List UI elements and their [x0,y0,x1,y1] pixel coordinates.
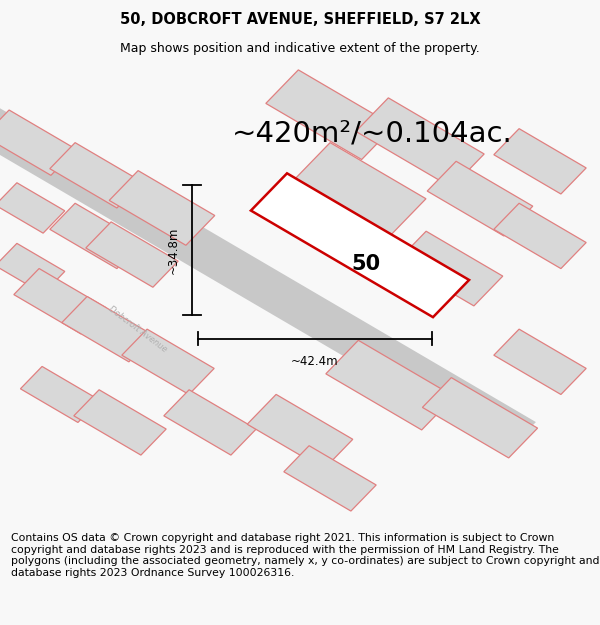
Polygon shape [397,231,503,306]
Polygon shape [494,329,586,394]
Polygon shape [326,340,454,430]
Polygon shape [14,269,106,334]
Polygon shape [422,378,538,458]
Polygon shape [247,394,353,469]
Text: ~42.4m: ~42.4m [291,355,339,368]
Polygon shape [294,142,426,236]
Text: ~420m²/~0.104ac.: ~420m²/~0.104ac. [232,119,512,148]
Text: 50, DOBCROFT AVENUE, SHEFFIELD, S7 2LX: 50, DOBCROFT AVENUE, SHEFFIELD, S7 2LX [119,12,481,27]
Polygon shape [50,142,142,208]
Polygon shape [494,129,586,194]
Polygon shape [266,70,394,159]
Text: 50: 50 [352,254,380,274]
Text: ~34.8m: ~34.8m [167,226,180,274]
Text: Map shows position and indicative extent of the property.: Map shows position and indicative extent… [120,42,480,55]
Polygon shape [74,390,166,455]
Polygon shape [164,390,256,455]
Polygon shape [50,203,142,269]
Polygon shape [284,446,376,511]
Polygon shape [0,110,76,176]
Polygon shape [494,203,586,269]
Polygon shape [0,243,65,294]
Text: Contains OS data © Crown copyright and database right 2021. This information is : Contains OS data © Crown copyright and d… [11,533,599,578]
Polygon shape [122,329,214,394]
Polygon shape [109,171,215,245]
Polygon shape [62,296,154,362]
Polygon shape [0,58,536,452]
Text: Dobcroft Avenue: Dobcroft Avenue [107,304,169,354]
Polygon shape [356,98,484,188]
Polygon shape [86,222,178,288]
Polygon shape [0,182,65,233]
Polygon shape [251,173,469,317]
Polygon shape [20,366,100,423]
Polygon shape [427,161,533,236]
